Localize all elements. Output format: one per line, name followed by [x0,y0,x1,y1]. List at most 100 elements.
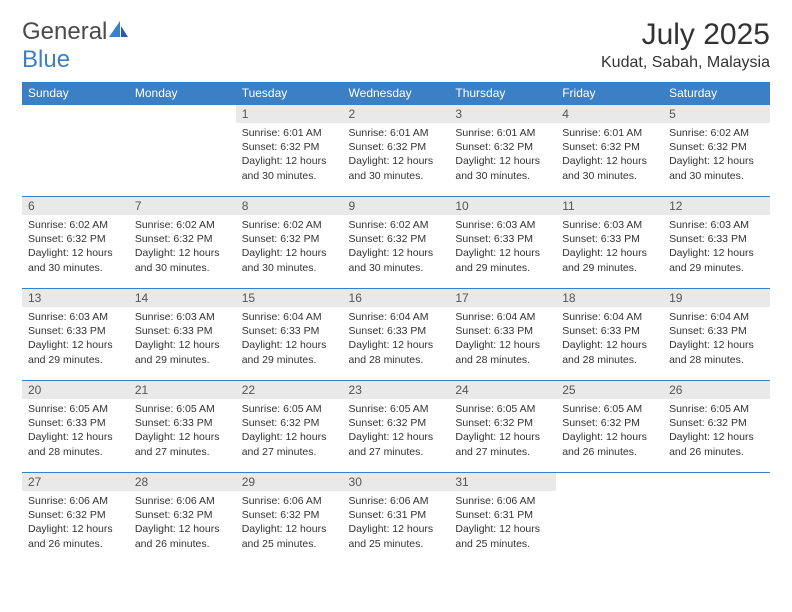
day-details: Sunrise: 6:04 AMSunset: 6:33 PMDaylight:… [663,307,770,373]
day-number: 22 [236,380,343,399]
calendar-week-row: 27Sunrise: 6:06 AMSunset: 6:32 PMDayligh… [22,472,770,564]
location: Kudat, Sabah, Malaysia [601,54,770,72]
calendar-cell: 1Sunrise: 6:01 AMSunset: 6:32 PMDaylight… [236,104,343,196]
day-number: 26 [663,380,770,399]
day-details: Sunrise: 6:06 AMSunset: 6:32 PMDaylight:… [236,491,343,557]
day-details: Sunrise: 6:03 AMSunset: 6:33 PMDaylight:… [449,215,556,281]
calendar-week-row: 1Sunrise: 6:01 AMSunset: 6:32 PMDaylight… [22,104,770,196]
day-details: Sunrise: 6:04 AMSunset: 6:33 PMDaylight:… [449,307,556,373]
calendar-cell: 6Sunrise: 6:02 AMSunset: 6:32 PMDaylight… [22,196,129,288]
day-details: Sunrise: 6:05 AMSunset: 6:32 PMDaylight:… [449,399,556,465]
day-details: Sunrise: 6:06 AMSunset: 6:31 PMDaylight:… [343,491,450,557]
title-block: July 2025 Kudat, Sabah, Malaysia [601,18,770,72]
brand-word2: Blue [22,46,70,73]
day-number: 1 [236,104,343,123]
weekday-header: Sunday [22,82,129,104]
day-details: Sunrise: 6:05 AMSunset: 6:33 PMDaylight:… [129,399,236,465]
day-details: Sunrise: 6:01 AMSunset: 6:32 PMDaylight:… [236,123,343,189]
page-title: July 2025 [601,18,770,52]
day-number: 18 [556,288,663,307]
calendar-table: SundayMondayTuesdayWednesdayThursdayFrid… [22,82,770,564]
day-details: Sunrise: 6:05 AMSunset: 6:32 PMDaylight:… [556,399,663,465]
day-number: 5 [663,104,770,123]
day-details: Sunrise: 6:06 AMSunset: 6:32 PMDaylight:… [129,491,236,557]
calendar-cell [663,472,770,564]
calendar-cell: 20Sunrise: 6:05 AMSunset: 6:33 PMDayligh… [22,380,129,472]
calendar-cell [22,104,129,196]
calendar-cell: 9Sunrise: 6:02 AMSunset: 6:32 PMDaylight… [343,196,450,288]
day-details: Sunrise: 6:02 AMSunset: 6:32 PMDaylight:… [129,215,236,281]
day-number: 7 [129,196,236,215]
calendar-cell: 18Sunrise: 6:04 AMSunset: 6:33 PMDayligh… [556,288,663,380]
weekday-header: Monday [129,82,236,104]
day-number-empty [556,472,663,491]
calendar-cell: 14Sunrise: 6:03 AMSunset: 6:33 PMDayligh… [129,288,236,380]
day-details: Sunrise: 6:05 AMSunset: 6:32 PMDaylight:… [343,399,450,465]
brand-word1: General [22,18,107,45]
calendar-cell: 19Sunrise: 6:04 AMSunset: 6:33 PMDayligh… [663,288,770,380]
day-number: 10 [449,196,556,215]
calendar-week-row: 6Sunrise: 6:02 AMSunset: 6:32 PMDaylight… [22,196,770,288]
day-number: 29 [236,472,343,491]
sail-icon [109,18,131,46]
day-number: 27 [22,472,129,491]
day-number: 11 [556,196,663,215]
calendar-cell: 7Sunrise: 6:02 AMSunset: 6:32 PMDaylight… [129,196,236,288]
calendar-cell: 3Sunrise: 6:01 AMSunset: 6:32 PMDaylight… [449,104,556,196]
day-details: Sunrise: 6:02 AMSunset: 6:32 PMDaylight:… [236,215,343,281]
weekday-header-row: SundayMondayTuesdayWednesdayThursdayFrid… [22,82,770,104]
day-details: Sunrise: 6:05 AMSunset: 6:32 PMDaylight:… [236,399,343,465]
calendar-cell: 22Sunrise: 6:05 AMSunset: 6:32 PMDayligh… [236,380,343,472]
day-details: Sunrise: 6:05 AMSunset: 6:33 PMDaylight:… [22,399,129,465]
calendar-cell: 26Sunrise: 6:05 AMSunset: 6:32 PMDayligh… [663,380,770,472]
day-number: 12 [663,196,770,215]
day-number: 21 [129,380,236,399]
calendar-cell: 28Sunrise: 6:06 AMSunset: 6:32 PMDayligh… [129,472,236,564]
calendar-week-row: 20Sunrise: 6:05 AMSunset: 6:33 PMDayligh… [22,380,770,472]
day-details: Sunrise: 6:03 AMSunset: 6:33 PMDaylight:… [129,307,236,373]
day-details: Sunrise: 6:04 AMSunset: 6:33 PMDaylight:… [236,307,343,373]
day-number: 25 [556,380,663,399]
calendar-cell: 21Sunrise: 6:05 AMSunset: 6:33 PMDayligh… [129,380,236,472]
calendar-cell [129,104,236,196]
day-details: Sunrise: 6:03 AMSunset: 6:33 PMDaylight:… [663,215,770,281]
calendar-cell: 15Sunrise: 6:04 AMSunset: 6:33 PMDayligh… [236,288,343,380]
day-details: Sunrise: 6:06 AMSunset: 6:31 PMDaylight:… [449,491,556,557]
day-number: 14 [129,288,236,307]
day-number: 31 [449,472,556,491]
weekday-header: Wednesday [343,82,450,104]
day-number: 4 [556,104,663,123]
day-number: 6 [22,196,129,215]
day-details: Sunrise: 6:04 AMSunset: 6:33 PMDaylight:… [556,307,663,373]
weekday-header: Thursday [449,82,556,104]
calendar-cell: 30Sunrise: 6:06 AMSunset: 6:31 PMDayligh… [343,472,450,564]
calendar-cell: 25Sunrise: 6:05 AMSunset: 6:32 PMDayligh… [556,380,663,472]
day-number: 15 [236,288,343,307]
calendar-body: 1Sunrise: 6:01 AMSunset: 6:32 PMDaylight… [22,104,770,564]
day-number-empty [22,104,129,123]
day-number: 2 [343,104,450,123]
day-number: 23 [343,380,450,399]
day-details: Sunrise: 6:05 AMSunset: 6:32 PMDaylight:… [663,399,770,465]
day-number: 3 [449,104,556,123]
day-details: Sunrise: 6:03 AMSunset: 6:33 PMDaylight:… [22,307,129,373]
calendar-cell: 11Sunrise: 6:03 AMSunset: 6:33 PMDayligh… [556,196,663,288]
day-number: 30 [343,472,450,491]
day-number: 9 [343,196,450,215]
day-number-empty [129,104,236,123]
calendar-cell: 23Sunrise: 6:05 AMSunset: 6:32 PMDayligh… [343,380,450,472]
calendar-cell: 10Sunrise: 6:03 AMSunset: 6:33 PMDayligh… [449,196,556,288]
calendar-cell: 31Sunrise: 6:06 AMSunset: 6:31 PMDayligh… [449,472,556,564]
calendar-cell: 24Sunrise: 6:05 AMSunset: 6:32 PMDayligh… [449,380,556,472]
day-details: Sunrise: 6:02 AMSunset: 6:32 PMDaylight:… [663,123,770,189]
day-number-empty [663,472,770,491]
day-number: 20 [22,380,129,399]
day-details: Sunrise: 6:03 AMSunset: 6:33 PMDaylight:… [556,215,663,281]
calendar-cell [556,472,663,564]
day-number: 13 [22,288,129,307]
day-details: Sunrise: 6:06 AMSunset: 6:32 PMDaylight:… [22,491,129,557]
day-details: Sunrise: 6:01 AMSunset: 6:32 PMDaylight:… [449,123,556,189]
calendar-week-row: 13Sunrise: 6:03 AMSunset: 6:33 PMDayligh… [22,288,770,380]
day-details: Sunrise: 6:02 AMSunset: 6:32 PMDaylight:… [343,215,450,281]
weekday-header: Tuesday [236,82,343,104]
